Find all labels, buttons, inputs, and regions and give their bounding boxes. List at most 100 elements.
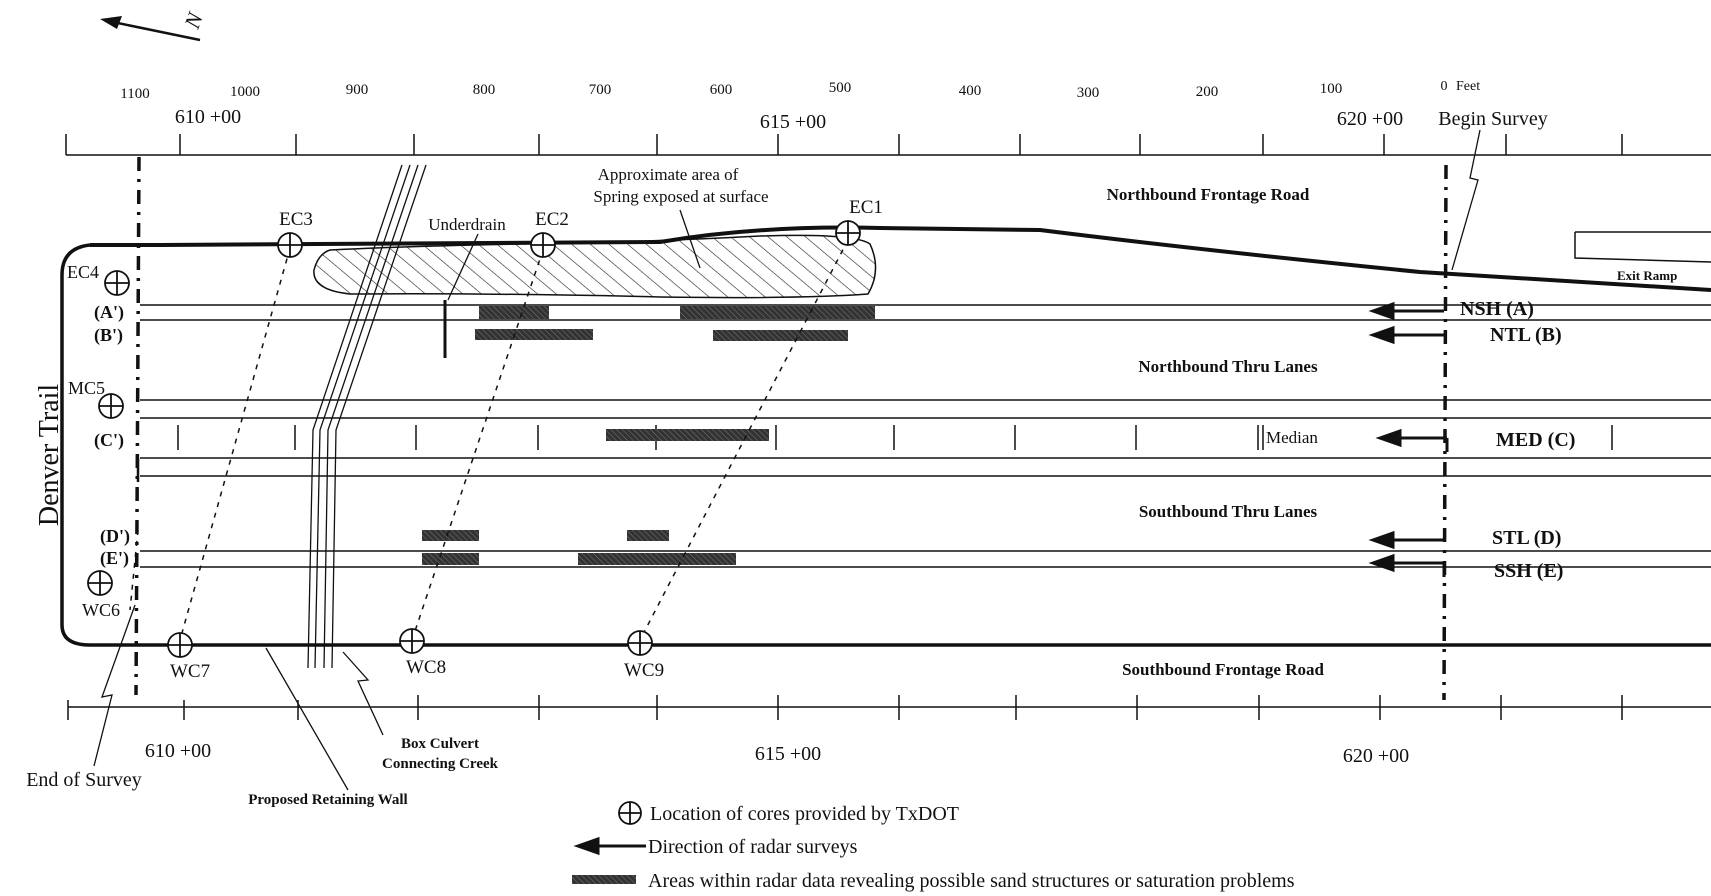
road-outline: [60, 225, 1711, 647]
legend-core-symbol-icon: [618, 801, 642, 825]
label-median: Median: [1266, 428, 1318, 447]
survey-boundary-lines: [134, 156, 1448, 701]
direction-arrows: [1368, 301, 1449, 577]
core-label-ec4: EC4: [67, 262, 99, 282]
survey-start-c: (C'): [94, 430, 124, 451]
survey-end-ntl: NTL (B): [1490, 324, 1562, 346]
legend-text-cores: Location of cores provided by TxDOT: [650, 803, 959, 825]
station-label-620: 620 +00: [1337, 108, 1403, 130]
station-line-bottom: 610 +00 615 +00 620 +00: [67, 695, 1711, 767]
arrow-left-icon: [1368, 325, 1444, 345]
north-arrow-icon: N: [100, 8, 208, 42]
core-labels: EC1 EC2 EC3 EC4 MC5 WC6 WC7 WC8 WC9: [67, 197, 883, 682]
core-label-wc9: WC9: [624, 660, 664, 681]
survey-start-e: (E'): [100, 548, 129, 569]
scale-tick: 300: [1077, 85, 1100, 101]
survey-start-labels: (A') (B') (C') (D') (E'): [94, 302, 130, 569]
label-northbound-frontage: Northbound Frontage Road: [1107, 185, 1310, 204]
callouts: Begin Survey Underdrain Approximate area…: [26, 108, 1547, 808]
core-markers: [87, 220, 861, 658]
legend-arrow-left-icon: [573, 836, 646, 856]
label-spring-line2: Spring exposed at surface: [593, 187, 768, 206]
box-culvert: [307, 164, 427, 669]
arrow-left-icon: [1368, 301, 1444, 321]
core-symbol: [104, 270, 130, 296]
core-symbol: [87, 570, 113, 596]
scale-tick: 400: [959, 83, 982, 99]
core-label-ec1: EC1: [849, 197, 883, 218]
core-label-ec3: EC3: [279, 209, 313, 230]
label-culvert-line1: Box Culvert: [401, 736, 479, 752]
label-southbound-frontage: Southbound Frontage Road: [1122, 660, 1324, 679]
station-label-610: 610 +00: [145, 740, 211, 762]
legend-hatched-bar-icon: [572, 875, 636, 884]
label-end-of-survey: End of Survey: [26, 769, 142, 791]
core-label-wc6: WC6: [82, 600, 120, 620]
label-southbound-thru: Southbound Thru Lanes: [1139, 502, 1318, 521]
scale-unit: Feet: [1456, 79, 1480, 94]
survey-end-nsh: NSH (A): [1460, 298, 1534, 320]
north-arrow-label: N: [179, 8, 208, 33]
core-symbol: [98, 393, 124, 419]
scale-bar: 1100 1000 900 800 700 600 500 400 300 20…: [120, 79, 1480, 102]
label-exit-ramp: Exit Ramp: [1617, 268, 1677, 283]
anomaly-band: [713, 330, 848, 341]
anomaly-band: [479, 306, 549, 319]
label-denver-trail: Denver Trail: [34, 384, 65, 527]
station-line-top: 610 +00 615 +00 620 +00: [65, 106, 1711, 156]
scale-tick: 1000: [230, 84, 260, 100]
anomaly-band: [578, 553, 736, 565]
scale-tick: 700: [589, 82, 612, 98]
label-retaining-wall: Proposed Retaining Wall: [248, 792, 407, 808]
core-symbol: [627, 630, 653, 656]
core-label-mc5: MC5: [68, 378, 105, 398]
core-label-wc7: WC7: [170, 661, 210, 682]
anomaly-band: [606, 429, 769, 441]
survey-end-stl: STL (D): [1492, 527, 1561, 549]
core-symbol: [277, 232, 303, 258]
survey-start-a: (A'): [94, 302, 124, 323]
scale-tick: 600: [710, 82, 733, 98]
scale-zero: 0: [1441, 79, 1448, 94]
anomaly-band: [475, 329, 593, 340]
anomaly-band: [422, 530, 479, 541]
core-symbol: [399, 628, 425, 654]
scale-tick: 900: [346, 82, 369, 98]
station-label-615: 615 +00: [755, 743, 821, 765]
station-label-610: 610 +00: [175, 106, 241, 128]
core-symbol: [835, 220, 861, 246]
arrow-left-icon: [1368, 553, 1446, 577]
anomaly-band: [627, 530, 669, 541]
anomaly-band: [680, 306, 875, 319]
station-label-620: 620 +00: [1343, 745, 1409, 767]
label-underdrain: Underdrain: [428, 215, 506, 234]
arrow-left-icon: [1375, 428, 1449, 452]
survey-end-labels: NSH (A) NTL (B) MED (C) STL (D) SSH (E): [1460, 298, 1575, 582]
anomaly-bands: [422, 306, 875, 565]
scale-tick: 800: [473, 82, 496, 98]
legend-text-areas: Areas within radar data revealing possib…: [648, 870, 1295, 892]
legend: Location of cores provided by TxDOT Dire…: [572, 801, 1295, 892]
core-symbol: [530, 232, 556, 258]
arrow-left-icon: [1368, 530, 1444, 550]
survey-start-b: (B'): [94, 325, 123, 346]
scale-tick: 500: [829, 80, 852, 96]
legend-text-direction: Direction of radar surveys: [648, 836, 858, 858]
scale-tick: 200: [1196, 84, 1219, 100]
survey-end-med: MED (C): [1496, 429, 1575, 451]
anomaly-band: [422, 553, 479, 565]
core-label-ec2: EC2: [535, 209, 569, 230]
scale-tick: 100: [1320, 81, 1343, 97]
label-spring-line1: Approximate area of: [598, 165, 739, 184]
survey-start-d: (D'): [100, 526, 130, 547]
core-label-wc8: WC8: [406, 657, 446, 678]
station-label-615: 615 +00: [760, 111, 826, 133]
scale-tick: 1100: [120, 86, 149, 102]
label-northbound-thru: Northbound Thru Lanes: [1138, 357, 1318, 376]
label-begin-survey: Begin Survey: [1438, 108, 1547, 130]
survey-end-ssh: SSH (E): [1494, 560, 1563, 582]
core-tie-lines: [129, 239, 849, 641]
road-section-labels: Northbound Frontage Road Northbound Thru…: [34, 185, 1677, 679]
label-culvert-line2: Connecting Creek: [382, 756, 499, 772]
